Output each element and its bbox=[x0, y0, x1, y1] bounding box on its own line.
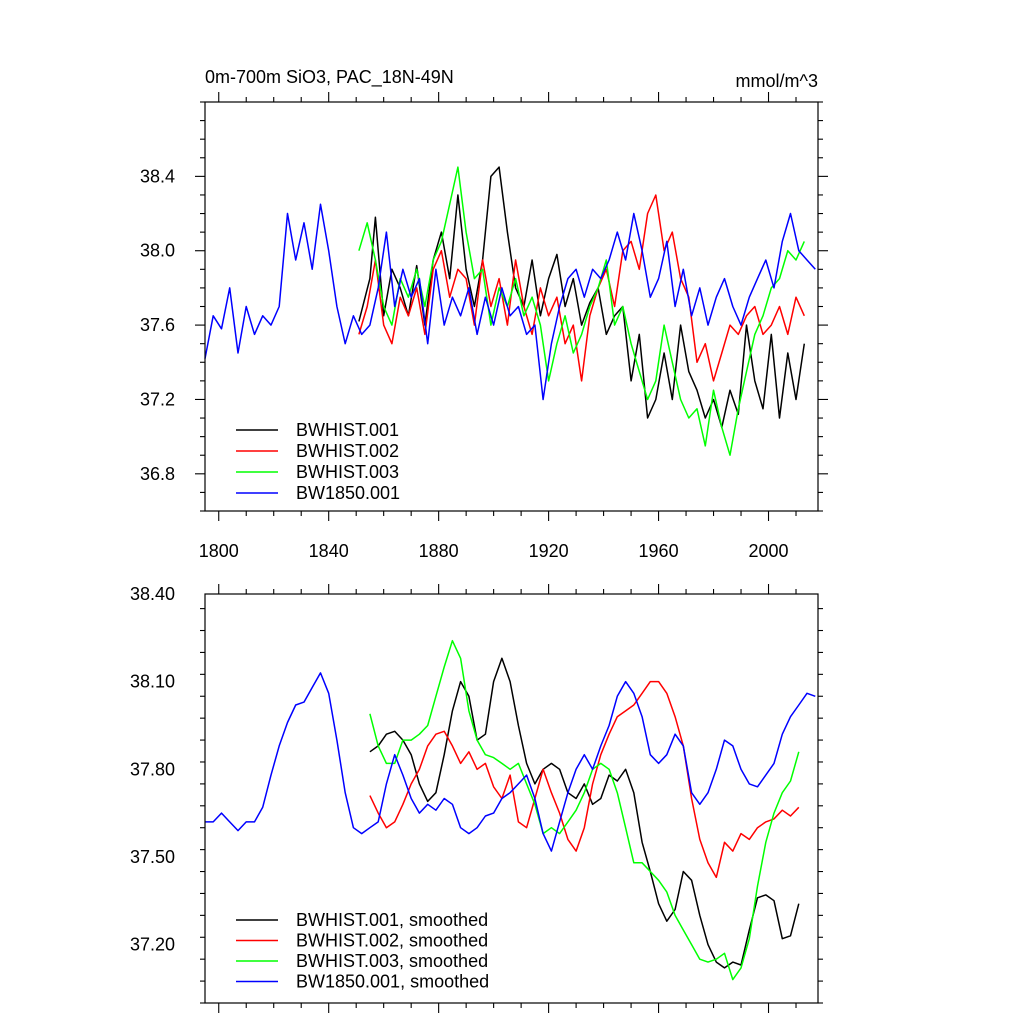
top-series-line-2 bbox=[358, 194, 805, 382]
top-y-tick-label: 37.2 bbox=[140, 389, 175, 409]
top-x-tick-label: 1880 bbox=[419, 541, 459, 561]
bottom-y-tick-label: 37.50 bbox=[130, 847, 175, 867]
bottom-series-line-4 bbox=[205, 672, 816, 852]
top-legend-label-2: BWHIST.002 bbox=[296, 441, 399, 461]
top-series-line-3 bbox=[358, 166, 805, 456]
top-series-line-4 bbox=[204, 203, 816, 401]
bottom-series-line-2 bbox=[369, 680, 800, 879]
top-y-tick-label: 36.8 bbox=[140, 464, 175, 484]
top-x-tick-label: 1920 bbox=[529, 541, 569, 561]
bottom-plot-frame bbox=[204, 593, 819, 1004]
top-title-right: mmol/m^3 bbox=[736, 71, 818, 91]
top-plot-frame bbox=[204, 101, 819, 512]
top-legend-label-1: BWHIST.001 bbox=[296, 420, 399, 440]
bottom-panel: 37.20 37.50 37.80 38.10 38.40 BWHIST.001, sm… bbox=[130, 584, 823, 1013]
top-series-line-1 bbox=[358, 166, 806, 429]
top-y-tick-label: 37.6 bbox=[140, 315, 175, 335]
bottom-series-layer bbox=[205, 639, 816, 981]
top-x-tick-label: 1840 bbox=[309, 541, 349, 561]
bottom-y-tick-label: 37.20 bbox=[130, 935, 175, 955]
bottom-legend-label-3: BWHIST.003, smoothed bbox=[296, 951, 488, 971]
bottom-legend-label-4: BW1850.001, smoothed bbox=[296, 972, 489, 992]
top-series-layer bbox=[204, 166, 816, 456]
bottom-y-tick-label: 38.10 bbox=[130, 672, 175, 692]
bottom-ticks-layer: 37.20 37.50 37.80 38.10 38.40 bbox=[130, 584, 823, 1013]
bottom-legend-label-2: BWHIST.002, smoothed bbox=[296, 931, 488, 951]
top-x-tick-label: 1960 bbox=[639, 541, 679, 561]
bottom-series-line-1 bbox=[369, 657, 800, 969]
bottom-series-line-3 bbox=[369, 639, 800, 981]
bottom-y-tick-label: 38.40 bbox=[130, 584, 175, 604]
top-x-tick-label: 1800 bbox=[199, 541, 239, 561]
top-y-tick-label: 38.4 bbox=[140, 166, 175, 186]
top-legend-label-3: BWHIST.003 bbox=[296, 462, 399, 482]
top-panel: 0m-700m SiO3, PAC_18N-49N mmol/m^3 1800 1… bbox=[140, 67, 828, 561]
top-title-left: 0m-700m SiO3, PAC_18N-49N bbox=[205, 67, 454, 88]
top-y-tick-label: 38.0 bbox=[140, 241, 175, 261]
bottom-y-tick-label: 37.80 bbox=[130, 759, 175, 779]
bottom-legend-label-1: BWHIST.001, smoothed bbox=[296, 910, 488, 930]
top-x-tick-label: 2000 bbox=[748, 541, 788, 561]
top-ticks-layer: 1800 1840 1880 1920 1960 2000 36.8 37.2 37.6 38.0… bbox=[140, 92, 828, 561]
top-legend-label-4: BW1850.001 bbox=[296, 483, 400, 503]
